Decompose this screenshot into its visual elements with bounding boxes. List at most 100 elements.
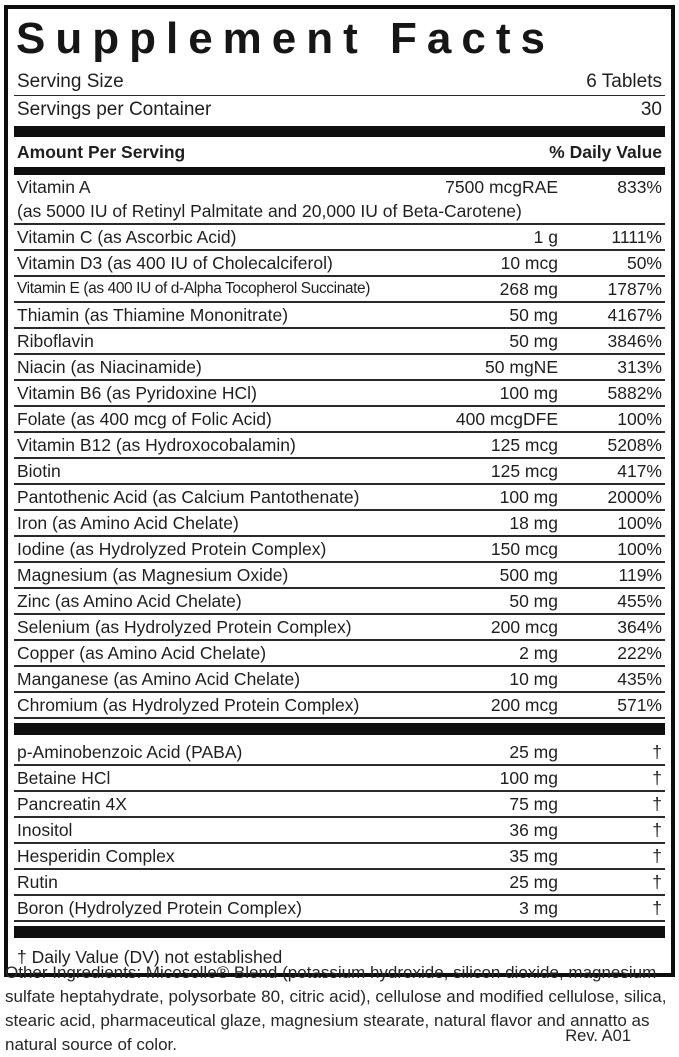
nutrient-daily-value: 4167% [607,304,663,325]
nutrient-row: Iron (as Amino Acid Chelate) 18 mg 100% [14,511,665,537]
nutrient-amount: 10 mcg [500,252,558,273]
nutrient-name: Vitamin A [17,176,91,197]
nutrient-amount: 100 mg [499,767,558,788]
nutrient-amount: 25 mg [509,741,558,762]
nutrient-daily-value: † [652,819,662,840]
table-header-row: Amount Per Serving % Daily Value [14,139,665,166]
nutrient-daily-value: 119% [618,564,662,585]
nutrient-amount: 50 mg [509,590,558,611]
nutrient-name: Vitamin E (as 400 IU of d-Alpha Tocopher… [17,279,371,297]
nutrient-name: Selenium (as Hydrolyzed Protein Complex) [17,616,352,637]
nutrient-name: Iodine (as Hydrolyzed Protein Complex) [17,538,327,559]
nutrient-daily-value: 417% [617,460,662,481]
nutrient-name: Vitamin D3 (as 400 IU of Cholecalciferol… [17,252,333,273]
amount-per-serving-header: Amount Per Serving [17,141,186,162]
nutrient-amount: 100 mg [499,486,558,507]
nutrient-table-other: p-Aminobenzoic Acid (PABA) 25 mg † Betai… [14,740,665,922]
nutrient-name: Biotin [17,460,61,481]
serving-size-label: Serving Size [17,70,124,92]
supplement-facts-panel: Supplement Facts Serving Size 6 Tablets … [4,5,675,977]
nutrient-daily-value: 571% [617,694,662,715]
nutrient-amount: 25 mg [509,871,558,892]
nutrient-name: Niacin (as Niacinamide) [17,356,202,377]
nutrient-row: Hesperidin Complex 35 mg † [14,844,665,870]
servings-per-container-label: Servings per Container [17,98,212,120]
nutrient-row: Rutin 25 mg † [14,870,665,896]
nutrient-daily-value: 222% [617,642,662,663]
nutrient-name: Copper (as Amino Acid Chelate) [17,642,267,663]
nutrient-amount: 125 mcg [490,434,558,455]
revision-code: Rev. A01 [565,1027,631,1045]
nutrient-name: Iron (as Amino Acid Chelate) [17,512,239,533]
nutrient-row: Magnesium (as Magnesium Oxide) 500 mg 11… [14,563,665,589]
daily-value-header: % Daily Value [549,141,662,162]
servings-per-container-value: 30 [640,98,662,120]
nutrient-daily-value: 435% [617,668,662,689]
nutrient-row: Riboflavin 50 mg 3846% [14,329,665,355]
nutrient-name: Vitamin C (as Ascorbic Acid) [17,226,237,247]
nutrient-daily-value: 313% [617,356,662,377]
nutrient-name: Boron (Hydrolyzed Protein Complex) [17,897,302,918]
nutrient-amount: 7500 mcgRAE [445,176,558,197]
nutrient-amount: 200 mcg [490,694,558,715]
nutrient-amount: 3 mg [519,897,558,918]
nutrient-name: Pantothenic Acid (as Calcium Pantothenat… [17,486,360,507]
nutrient-daily-value: † [652,767,662,788]
nutrient-row: Betaine HCl 100 mg † [14,766,665,792]
nutrient-row: Vitamin C (as Ascorbic Acid) 1 g 1111% [14,225,665,251]
nutrient-row: Vitamin B6 (as Pyridoxine HCl) 100 mg 58… [14,381,665,407]
nutrient-daily-value: 833% [617,176,662,197]
nutrient-name: Inositol [17,819,73,840]
nutrient-daily-value: 100% [617,538,662,559]
nutrient-amount: 1 g [533,226,558,247]
nutrient-amount: 150 mcg [490,538,558,559]
nutrient-name: Vitamin B6 (as Pyridoxine HCl) [17,382,257,403]
nutrient-daily-value: 3846% [607,330,663,351]
nutrient-row: p-Aminobenzoic Acid (PABA) 25 mg † [14,740,665,766]
nutrient-name: Magnesium (as Magnesium Oxide) [17,564,289,585]
nutrient-row: Iodine (as Hydrolyzed Protein Complex) 1… [14,537,665,563]
serving-size-row: Serving Size 6 Tablets [14,68,665,96]
nutrient-amount: 50 mg [509,304,558,325]
nutrient-row: Biotin 125 mcg 417% [14,459,665,485]
nutrient-amount: 268 mg [499,278,558,299]
serving-size-value: 6 Tablets [586,70,662,92]
nutrient-amount: 35 mg [509,845,558,866]
nutrient-name: p-Aminobenzoic Acid (PABA) [17,741,243,762]
nutrient-row: Manganese (as Amino Acid Chelate) 10 mg … [14,667,665,693]
section-divider-bar [14,722,665,735]
nutrient-daily-value: 364% [617,616,662,637]
nutrient-name: Thiamin (as Thiamine Mononitrate) [17,304,289,325]
nutrient-row: Selenium (as Hydrolyzed Protein Complex)… [14,615,665,641]
daily-value-footnote: † Daily Value (DV) not established [17,946,283,967]
nutrient-table-main: Vitamin A 7500 mcgRAE 833% (as 5000 IU o… [14,175,665,719]
nutrient-daily-value: 1111% [611,226,662,247]
nutrient-name: Betaine HCl [17,767,111,788]
panel-title: Supplement Facts [16,14,555,63]
nutrient-row: Pantothenic Acid (as Calcium Pantothenat… [14,485,665,511]
servings-per-container-row: Servings per Container 30 [14,96,665,123]
nutrient-row: Folate (as 400 mcg of Folic Acid) 400 mc… [14,407,665,433]
nutrient-daily-value: 5882% [607,382,663,403]
nutrient-row: Zinc (as Amino Acid Chelate) 50 mg 455% [14,589,665,615]
nutrient-amount: 75 mg [509,793,558,814]
nutrient-note: (as 5000 IU of Retinyl Palmitate and 20,… [17,200,522,221]
nutrient-daily-value: 100% [617,512,662,533]
nutrient-amount: 50 mgNE [485,356,558,377]
nutrient-name: Folate (as 400 mcg of Folic Acid) [17,408,272,429]
nutrient-name: Vitamin B12 (as Hydroxocobalamin) [17,434,296,455]
nutrient-amount: 18 mg [509,512,558,533]
nutrient-row: Vitamin A 7500 mcgRAE 833% (as 5000 IU o… [14,175,665,225]
section-divider-bar [14,125,665,137]
nutrient-name: Chromium (as Hydrolyzed Protein Complex) [17,694,360,715]
nutrient-daily-value: † [652,871,662,892]
nutrient-amount: 2 mg [519,642,558,663]
nutrient-row: Vitamin E (as 400 IU of d-Alpha Tocopher… [14,277,665,303]
nutrient-amount: 100 mg [499,382,558,403]
nutrient-daily-value: 5208% [607,434,663,455]
nutrient-name: Zinc (as Amino Acid Chelate) [17,590,242,611]
nutrient-daily-value: † [652,845,662,866]
nutrient-daily-value: 100% [617,408,662,429]
nutrient-row: Chromium (as Hydrolyzed Protein Complex)… [14,693,665,719]
nutrient-name: Riboflavin [17,330,94,351]
